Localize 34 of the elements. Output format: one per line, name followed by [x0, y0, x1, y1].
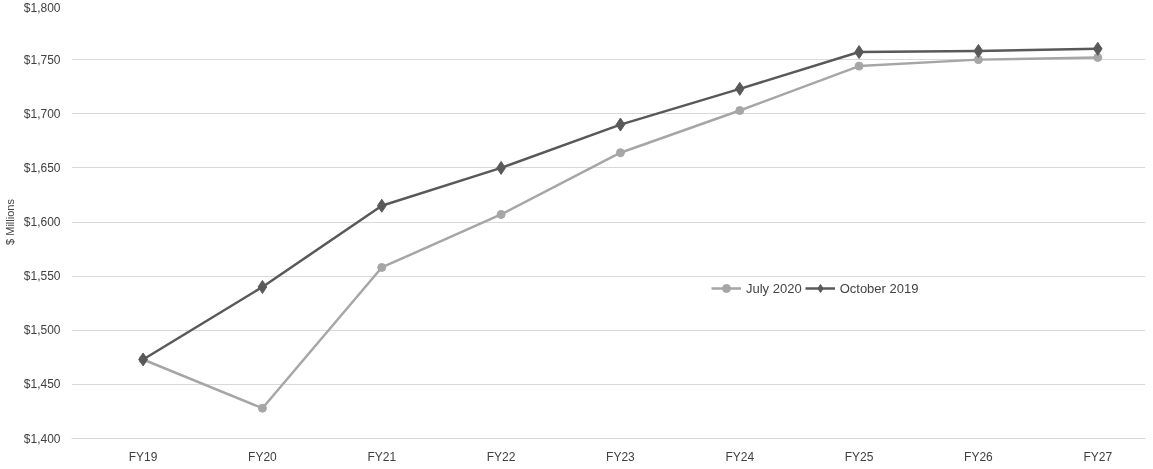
legend-label: July 2020 [746, 280, 802, 296]
point [615, 148, 625, 158]
point [973, 55, 983, 65]
point [257, 403, 267, 413]
point [496, 209, 506, 219]
point [973, 43, 984, 58]
point [615, 117, 626, 132]
y-tick-label: $1,700 [23, 106, 61, 121]
legend-label: October 2019 [839, 280, 919, 296]
y-tick-label: $1,750 [23, 52, 61, 67]
y-tick-label: $1,650 [23, 160, 61, 175]
x-tick-label: FY21 [367, 449, 397, 464]
point [734, 81, 745, 96]
x-tick-label: FY24 [725, 449, 755, 464]
y-tick-label: $1,500 [23, 323, 61, 338]
y-tick-label: $1,800 [23, 0, 61, 15]
x-tick-label: FY27 [1083, 449, 1113, 464]
x-tick-label: FY19 [128, 449, 158, 464]
x-tick-label: FY22 [486, 449, 516, 464]
point [257, 279, 268, 294]
y-tick-label: $1,400 [23, 431, 61, 446]
point [376, 198, 387, 213]
x-tick-label: FY26 [964, 449, 994, 464]
point [1092, 41, 1103, 56]
point [377, 262, 387, 272]
y-tick-label: $1,550 [23, 269, 61, 284]
y-tick-label: $1,450 [23, 377, 61, 392]
x-tick-label: FY20 [248, 449, 278, 464]
point [854, 61, 864, 71]
y-axis-title: $ Millions [3, 198, 16, 245]
x-tick-label: FY25 [844, 449, 874, 464]
y-tick-label: $1,600 [23, 215, 61, 229]
x-tick-label: FY23 [606, 449, 636, 464]
point [735, 106, 745, 115]
